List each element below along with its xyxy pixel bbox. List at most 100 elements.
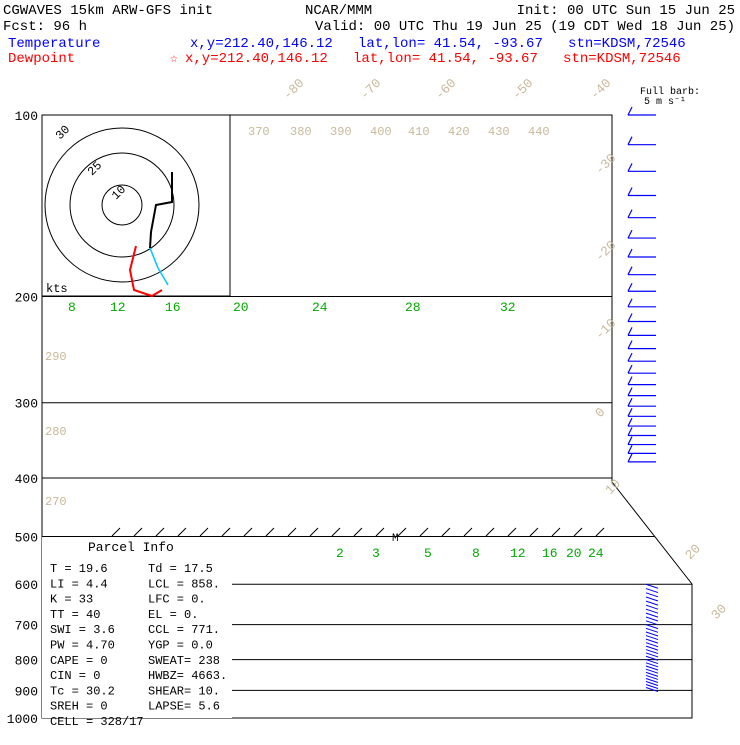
pressure-tick-label: 1000 — [7, 712, 38, 727]
pressure-tick-label: 500 — [15, 530, 38, 545]
theta-label: 370 — [248, 125, 270, 139]
level-tick-mark — [243, 527, 253, 537]
parcel-info-right: YGP = 0.0 — [148, 639, 213, 653]
level-tick-mark — [353, 527, 363, 537]
wind-barb — [645, 608, 659, 614]
parcel-info-left: PW = 4.70 — [50, 639, 115, 653]
parcel-info-right: LCL = 858. — [148, 577, 220, 591]
theta-label: 400 — [370, 125, 392, 139]
level-tick-mark — [287, 527, 297, 537]
temperature-tick-label: -30 — [592, 151, 619, 178]
wind-barb — [627, 248, 633, 258]
wind-barb — [627, 282, 633, 292]
parcel-info-left: T = 19.6 — [50, 562, 108, 576]
wind-barb — [627, 352, 633, 362]
hodograph-trace — [149, 247, 169, 286]
level-tick-mark — [375, 527, 385, 537]
theta-label: 440 — [528, 125, 550, 139]
level-tick-mark — [133, 527, 143, 537]
level-tick-mark — [529, 527, 539, 537]
level-tick-mark — [485, 527, 495, 537]
parcel-info-right: CCL = 771. — [148, 623, 220, 637]
wind-barb — [645, 588, 659, 594]
theta-label: 290 — [45, 350, 67, 364]
wind-barb — [627, 445, 633, 454]
wind-barb — [627, 408, 633, 417]
wind-barb — [627, 417, 633, 427]
parcel-info-left: K = 33 — [50, 593, 93, 607]
level-tick-mark — [551, 527, 561, 537]
annotation-m: M — [392, 533, 399, 545]
legend-dewpoint-info: x,y=212.40,146.12 lat,lon= 41.54, -93.67… — [185, 51, 681, 67]
parcel-info-left: Tc = 30.2 — [50, 684, 115, 698]
wind-barb — [645, 592, 659, 598]
wind-barb — [645, 624, 659, 630]
wind-barb — [627, 387, 633, 396]
temperature-tick-label: 30 — [708, 601, 730, 623]
legend-temperature-info: x,y=212.40,146.12 lat,lon= 41.54, -93.67… — [190, 36, 686, 52]
hodograph-units: kts — [46, 282, 68, 296]
wind-barb — [645, 674, 659, 680]
parcel-info-left: SREH = 0 — [50, 700, 108, 714]
level-tick-mark — [441, 527, 451, 537]
level-tick-mark — [177, 527, 187, 537]
pressure-tick-label: 700 — [15, 619, 38, 634]
hodograph-trace — [149, 172, 173, 249]
level-tick-mark — [507, 527, 517, 537]
wind-barb — [645, 668, 659, 674]
parcel-info-left: SWI = 3.6 — [50, 623, 115, 637]
theta-label: 280 — [45, 425, 67, 439]
parcel-info-left: TT = 40 — [50, 608, 100, 622]
mixing-ratio-label: 20 — [566, 546, 582, 561]
wind-barb — [645, 662, 659, 668]
level-tick-mark — [221, 527, 231, 537]
wind-barb — [645, 600, 659, 606]
parcel-info-right: EL = 0. — [148, 608, 198, 622]
mixing-ratio-label: 24 — [588, 546, 604, 561]
init-time: Init: 00 UTC Sun 15 Jun 25 — [517, 3, 735, 19]
pressure-tick-label: 100 — [15, 109, 38, 124]
pressure-tick-label: 600 — [15, 578, 38, 593]
temperature-tick-label: -60 — [432, 76, 459, 103]
barb-key-line1: Full barb: — [640, 86, 700, 98]
forecast-hour: Fcst: 96 h — [3, 19, 87, 35]
theta-label: 270 — [45, 495, 67, 509]
wind-barb — [627, 209, 633, 218]
wind-barb — [645, 659, 659, 665]
parcel-info-box — [42, 537, 232, 718]
wind-barb — [627, 229, 633, 239]
mixing-ratio-label: 16 — [165, 300, 181, 315]
wind-barb — [645, 604, 659, 610]
theta-label: 410 — [408, 125, 430, 139]
hodograph-ring — [69, 152, 175, 258]
mixing-ratio-label: 16 — [542, 546, 558, 561]
parcel-info-right: HWBZ= 4663. — [148, 669, 227, 683]
level-tick-mark — [573, 527, 583, 537]
mixing-ratio-label: 8 — [68, 300, 76, 315]
wind-barb — [627, 364, 633, 374]
temperature-tick-label: 20 — [682, 541, 704, 563]
wind-barb — [645, 652, 659, 658]
wind-barb — [627, 313, 633, 322]
mixing-ratio-label: 28 — [405, 300, 421, 315]
barb-key-line2: 5 m s⁻¹ — [644, 97, 686, 108]
wind-barb — [627, 327, 633, 336]
level-tick-mark — [155, 527, 165, 537]
parcel-info-right: SHEAR= 10. — [148, 684, 220, 698]
wind-barb — [627, 453, 633, 463]
temperature-tick-label: 10 — [602, 476, 624, 498]
wind-barb — [645, 678, 659, 683]
pressure-tick-label: 800 — [15, 654, 38, 669]
wind-barb — [645, 616, 659, 622]
org-label: NCAR/MMM — [305, 3, 372, 19]
theta-label: 380 — [290, 125, 312, 139]
wind-barb — [645, 671, 659, 677]
wind-barb — [645, 649, 659, 655]
hodograph-trace — [128, 245, 163, 298]
parcel-info-right: LAPSE= 5.6 — [148, 700, 220, 714]
model-title: CGWAVES 15km ARW-GFS init — [3, 3, 213, 19]
wind-barb — [645, 655, 659, 661]
wind-barb — [645, 638, 659, 644]
level-tick-mark — [331, 527, 341, 537]
